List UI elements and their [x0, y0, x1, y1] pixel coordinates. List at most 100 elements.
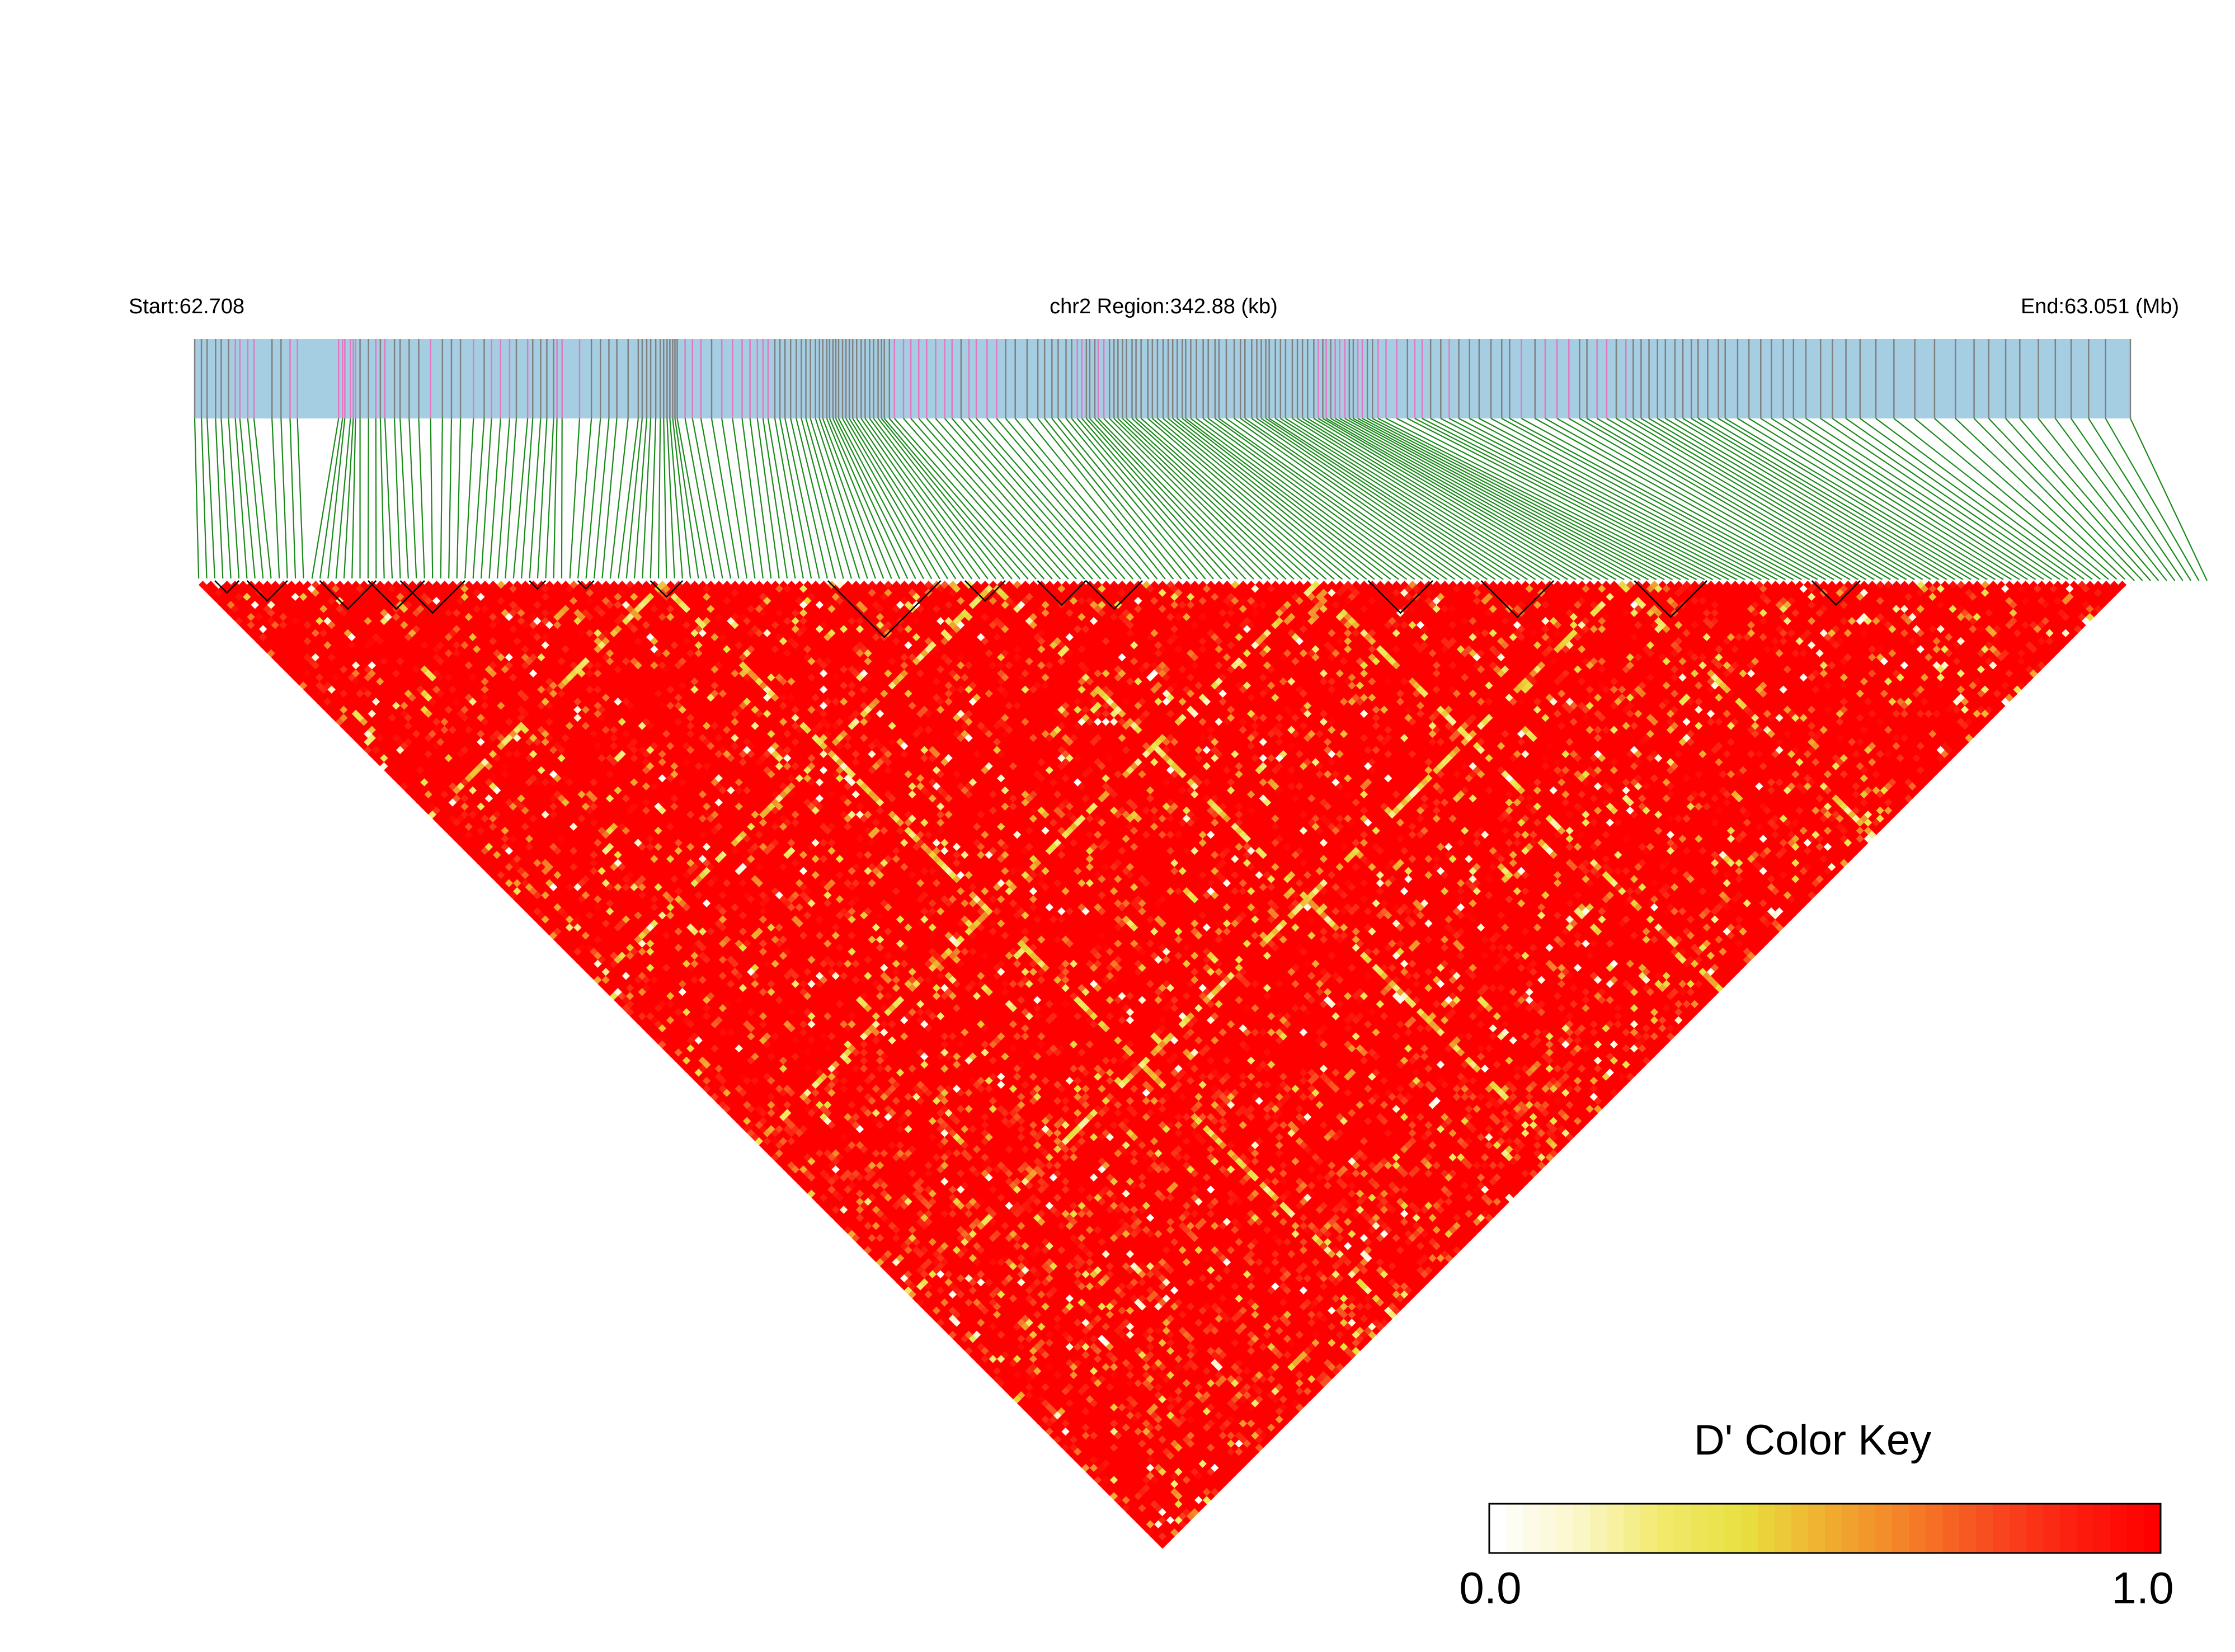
snp-connector	[280, 418, 288, 581]
snp-connector	[1748, 418, 2014, 581]
snp-connector	[910, 418, 1055, 581]
snp-connector	[367, 418, 369, 581]
snp-connector	[1244, 418, 1482, 581]
snp-connector	[1372, 418, 1691, 581]
snp-connector	[650, 418, 657, 581]
snp-connector	[1793, 418, 2046, 581]
snp-connector	[1005, 418, 1143, 581]
snp-connector	[1805, 418, 2054, 581]
snp-connector	[1037, 418, 1168, 581]
snp-connector	[1098, 418, 1256, 581]
snp-connector	[1044, 418, 1175, 581]
snp-connector	[822, 418, 885, 581]
snp-connector	[399, 418, 410, 581]
snp-connector	[1027, 418, 1159, 581]
snp-connector	[1501, 418, 1804, 581]
snp-connector	[1479, 418, 1788, 581]
snp-connector	[894, 418, 1038, 581]
snp-connector	[609, 418, 629, 581]
snp-annotation-bar	[194, 339, 2132, 418]
snp-connector	[448, 418, 453, 581]
snp-connector	[1182, 418, 1393, 581]
snp-connector	[1682, 418, 1958, 581]
snp-connector	[1076, 418, 1216, 581]
snp-connector	[832, 418, 909, 581]
snp-connector	[1737, 418, 2006, 581]
ld-heatmap-cells	[195, 578, 2130, 1549]
snp-connector	[1579, 418, 1861, 581]
snp-connector	[206, 418, 216, 581]
snp-connector	[856, 418, 966, 581]
snp-connector	[801, 418, 845, 581]
snp-connector	[674, 418, 700, 581]
snp-connector	[1302, 418, 1570, 581]
snp-connector	[1126, 418, 1305, 581]
snp-connector	[1362, 418, 1675, 581]
snp-connector	[617, 418, 639, 581]
snp-connector	[1697, 418, 1974, 581]
snp-connector	[762, 418, 788, 581]
snp-connector	[756, 418, 780, 581]
snp-connector	[1955, 418, 2127, 581]
snp-connector	[1335, 418, 1627, 581]
snp-connector	[310, 418, 340, 581]
snp-connector	[520, 418, 534, 581]
snp-connector	[1280, 418, 1538, 581]
snp-connector	[585, 418, 601, 581]
snp-connector	[1196, 418, 1417, 581]
snp-connector	[826, 418, 893, 581]
snp-connector	[852, 418, 958, 581]
snp-connector	[253, 418, 272, 581]
region-label: chr2 Region:342.88 (kb)	[1050, 295, 1278, 318]
snp-connector	[194, 418, 200, 581]
snp-connector	[1616, 418, 1893, 581]
snp-connector	[379, 418, 385, 581]
snp-connector	[1875, 418, 2095, 581]
snp-connector	[488, 418, 501, 581]
snp-connector	[835, 418, 917, 581]
snp-connector	[1640, 418, 1917, 581]
snp-connector	[537, 418, 548, 581]
snp-connector	[1113, 418, 1280, 581]
snp-connector	[1260, 418, 1506, 581]
snp-connector	[1357, 418, 1667, 581]
snp-connector	[721, 418, 748, 581]
snp-connector	[1587, 418, 1869, 581]
snp-connector	[810, 418, 861, 581]
snp-connector	[577, 418, 592, 581]
snp-connector	[512, 418, 529, 581]
snp-connector	[1251, 418, 1490, 581]
snp-connector	[1760, 418, 2022, 581]
snp-connector	[1313, 418, 1587, 581]
snp-connector	[1820, 418, 2063, 581]
snp-connector	[1065, 418, 1199, 581]
snp-connector	[1109, 418, 1272, 581]
snp-connector	[247, 418, 264, 581]
snp-connector	[767, 418, 797, 581]
snp-connector	[1414, 418, 1731, 581]
snp-connector	[1606, 418, 1885, 581]
snp-connector	[1215, 418, 1442, 581]
snp-connector	[1014, 418, 1151, 581]
snp-connector	[961, 418, 1103, 581]
snp-connector	[669, 418, 684, 581]
snp-connector	[1367, 418, 1683, 581]
snp-connector	[1783, 418, 2038, 581]
snp-connector	[1377, 418, 1700, 581]
snp-connector	[553, 418, 558, 581]
snp-connector	[1202, 418, 1425, 581]
snp-connector	[228, 418, 240, 581]
snp-connector	[805, 418, 853, 581]
snp-connector	[1234, 418, 1466, 581]
snp-connector	[2038, 418, 2167, 581]
snp-connector	[1469, 418, 1780, 581]
snp-connector	[968, 418, 1111, 581]
snp-connector	[1440, 418, 1756, 581]
snp-connector	[2105, 418, 2200, 581]
snp-connector	[1665, 418, 1941, 581]
snp-connector	[1832, 418, 2071, 581]
snp-connector	[749, 418, 772, 581]
snp-connector	[1275, 418, 1530, 581]
snp-connector	[496, 418, 510, 581]
